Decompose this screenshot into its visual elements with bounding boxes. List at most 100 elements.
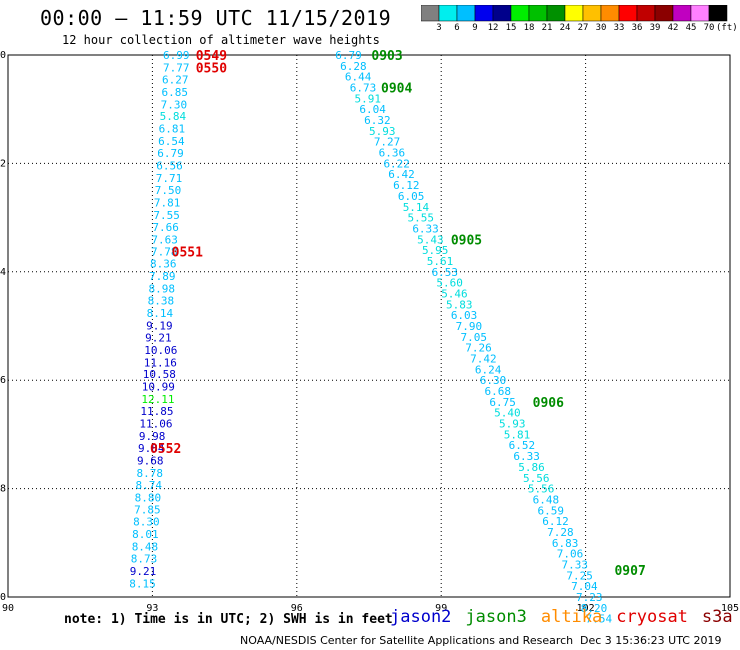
wave-height-point: 5.61 — [427, 255, 454, 268]
color-scale-tick: 70 — [703, 23, 715, 33]
wave-height-point: 7.54 — [586, 613, 613, 626]
satellite-legend-item: jason2 — [390, 607, 452, 627]
wave-height-point: 5.40 — [494, 407, 521, 420]
y-tick-label: -32 — [0, 158, 6, 169]
y-tick-label: -34 — [0, 267, 6, 278]
wave-height-point: 6.54 — [158, 135, 185, 148]
wave-height-point: 6.85 — [162, 86, 189, 99]
wave-height-point: 7.42 — [470, 353, 497, 366]
satellite-legend-item: jason3 — [465, 607, 527, 627]
wave-height-point: 7.63 — [151, 233, 178, 246]
color-scale-tick: 45 — [685, 23, 697, 33]
satellite-legend: jason2 jason3 altika cryosat s3a — [390, 607, 740, 627]
wave-height-point: 5.14 — [403, 201, 430, 214]
wave-height-point: 7.50 — [155, 184, 182, 197]
wave-height-point: 5.46 — [441, 287, 468, 300]
wave-height-point: 8.38 — [148, 295, 175, 308]
wave-height-point: 8.36 — [150, 258, 177, 271]
wave-height-point: 7.04 — [571, 580, 598, 593]
wave-height-point: 9.84 — [138, 442, 165, 455]
wave-height-point: 8.15 — [129, 577, 156, 590]
wave-height-point: 9.68 — [137, 454, 164, 467]
wave-height-point: 6.05 — [398, 190, 425, 203]
wave-height-point: 8.14 — [147, 307, 174, 320]
wave-height-point: 5.86 — [518, 461, 545, 474]
wave-height-point: 8.48 — [132, 541, 159, 554]
x-tick-label: 102 — [577, 603, 595, 614]
wave-height-point: 5.56 — [523, 472, 550, 485]
wave-height-point: 11.06 — [139, 418, 172, 431]
wave-height-point: 6.12 — [542, 515, 569, 528]
wave-height-point: 6.12 — [393, 179, 420, 192]
wave-height-point: 8.73 — [131, 553, 158, 566]
wave-height-point: 6.36 — [379, 147, 406, 160]
wave-height-point: 7.85 — [134, 504, 161, 517]
wave-height-point: 6.30 — [480, 374, 507, 387]
wave-height-point: 6.79 — [335, 49, 362, 62]
wave-height-point: 6.27 — [162, 73, 189, 86]
wave-height-point: 11.16 — [144, 356, 177, 369]
wave-height-point: 6.33 — [412, 222, 439, 235]
pass-time-label: 0906 — [533, 396, 564, 411]
pass-time-label: 0550 — [196, 61, 227, 76]
wave-height-point: 6.81 — [159, 123, 186, 136]
chart-title: 00:00 – 11:59 UTC 11/15/2019 — [40, 6, 392, 30]
satellite-legend-item: altika — [540, 607, 603, 627]
footer-timestamp: Dec 3 15:36:23 UTC 2019 — [580, 634, 722, 647]
wave-height-point: 6.73 — [350, 82, 377, 95]
y-tick-label: -40 — [0, 592, 6, 603]
plot-frame — [7, 54, 731, 598]
wave-height-point: 7.77 — [163, 61, 190, 74]
wave-height-point: 6.83 — [552, 537, 579, 550]
wave-height-point: 6.59 — [537, 504, 564, 517]
footer-credit: NOAA/NESDIS Center for Satellite Applica… — [240, 634, 574, 647]
wave-height-point: 7.27 — [374, 136, 401, 149]
color-swatch — [708, 5, 728, 22]
wave-height-point: 8.30 — [133, 516, 160, 529]
wave-height-point: 6.33 — [513, 450, 540, 463]
wave-height-point: 7.89 — [149, 270, 176, 283]
y-tick-label: -38 — [0, 484, 6, 495]
color-scale-tick: 15 — [505, 23, 517, 33]
y-tick-label: -36 — [0, 375, 6, 386]
wave-height-point: 6.52 — [509, 439, 536, 452]
pass-time-label: 0905 — [451, 233, 482, 248]
x-tick-label: 93 — [146, 603, 158, 614]
wave-height-point: 5.56 — [528, 483, 555, 496]
wave-height-point: 5.93 — [369, 125, 396, 138]
wave-height-point: 6.03 — [451, 309, 478, 322]
wave-height-point: 6.28 — [340, 60, 367, 73]
color-scale-tick: 24 — [559, 23, 571, 33]
wave-height-point: 8.78 — [137, 467, 164, 480]
color-scale-tick: 42 — [667, 23, 679, 33]
wave-height-point: 10.58 — [143, 368, 176, 381]
wave-height-point: 11.85 — [140, 405, 173, 418]
pass-time-label: 0549 — [196, 49, 227, 64]
wave-height-point: 7.66 — [152, 221, 179, 234]
wave-height-point: 7.06 — [557, 548, 584, 561]
x-tick-label: 99 — [435, 603, 447, 614]
color-scale-tick: 18 — [523, 23, 535, 33]
color-scale-unit: (ft) — [716, 23, 738, 33]
wave-height-point: 5.43 — [417, 233, 444, 246]
satellite-legend-item: s3a — [701, 607, 733, 627]
wave-height-point: 7.81 — [154, 196, 181, 209]
pass-time-label: 0903 — [371, 49, 402, 64]
wave-height-point: 7.26 — [465, 342, 492, 355]
wave-height-point: 6.22 — [383, 157, 410, 170]
wave-height-point: 6.04 — [359, 103, 386, 116]
color-scale-tick: 33 — [613, 23, 625, 33]
pass-time-label: 0552 — [150, 442, 181, 457]
footer-note: note: 1) Time is in UTC; 2) SWH is in fe… — [64, 612, 393, 627]
wave-height-point: 5.83 — [446, 298, 473, 311]
wave-height-point: 7.28 — [547, 526, 574, 539]
wave-height-point: 9.21 — [145, 331, 172, 344]
color-scale-tick: 3 — [436, 23, 442, 33]
wave-height-point: 7.55 — [153, 209, 180, 222]
wave-height-point: 5.93 — [499, 418, 525, 431]
wave-height-point: 6.99 — [163, 49, 190, 62]
satellite-legend-item: cryosat — [616, 607, 688, 627]
x-tick-label: 90 — [2, 603, 14, 614]
x-tick-label: 105 — [721, 603, 739, 614]
